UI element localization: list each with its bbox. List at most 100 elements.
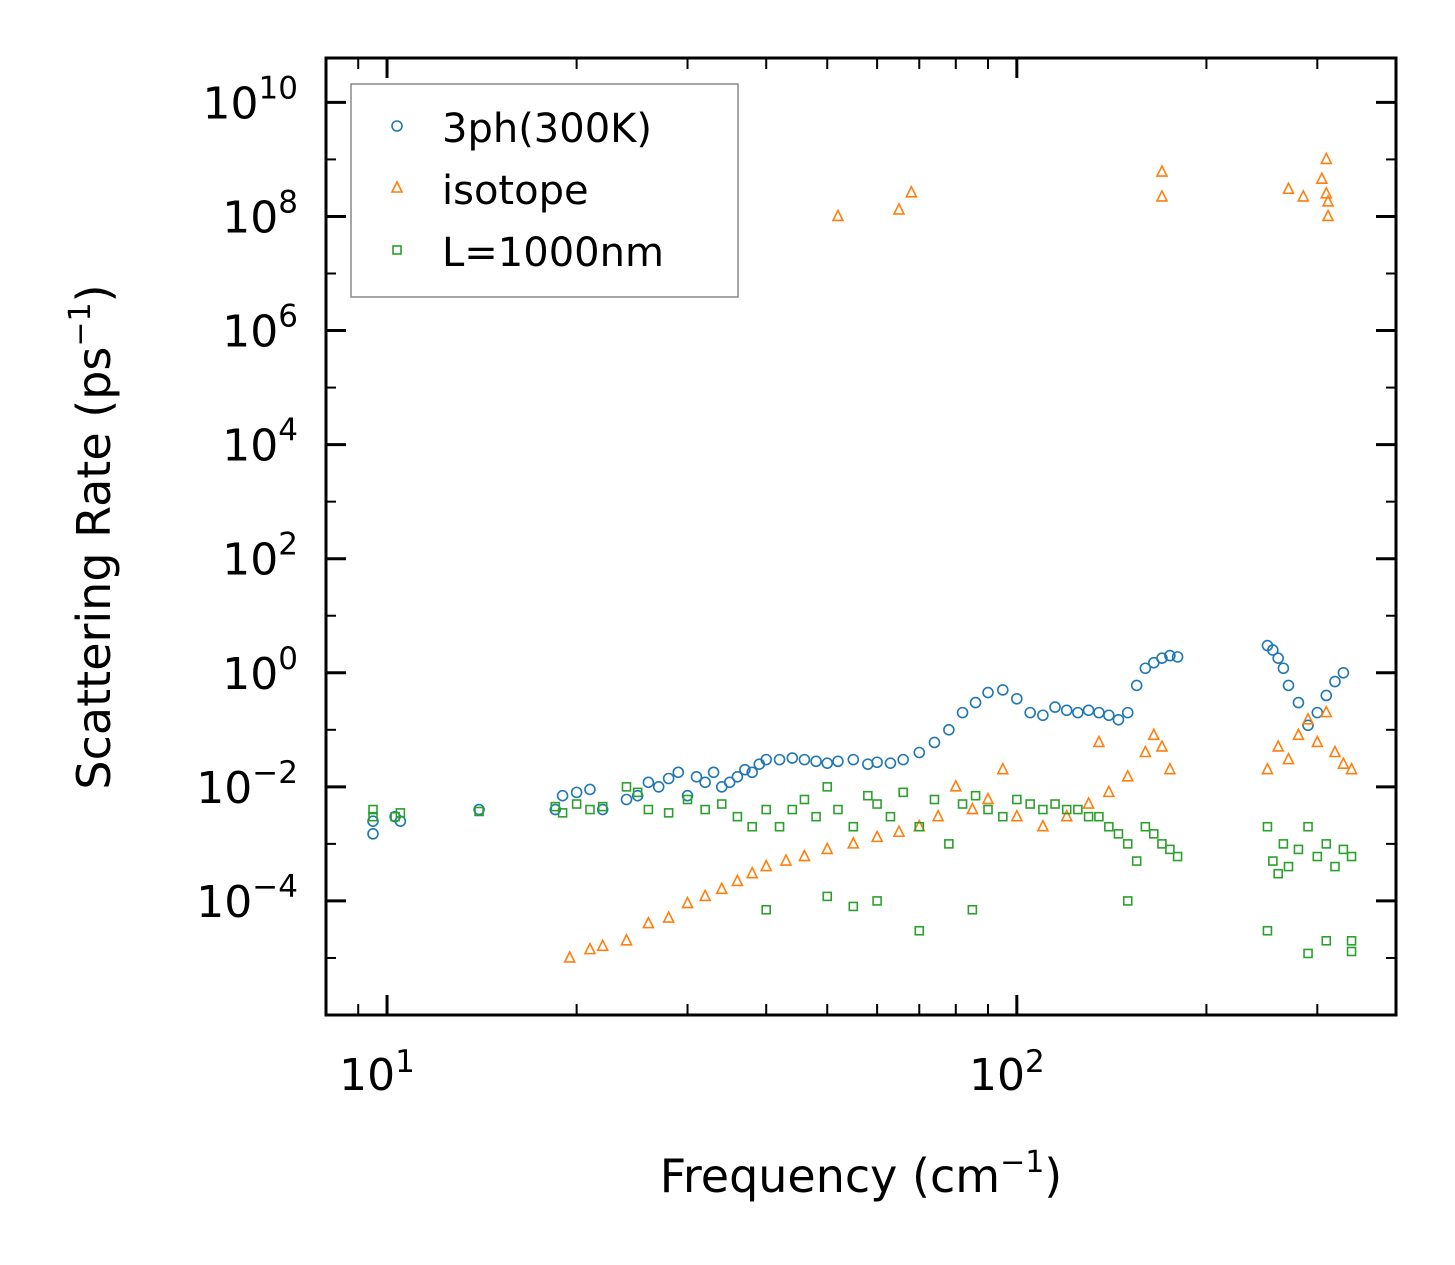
markers-layer	[367, 151, 1358, 963]
data-point	[1330, 861, 1340, 872]
data-point	[943, 724, 955, 736]
data-point	[1268, 856, 1278, 866]
legend-marker	[392, 245, 402, 255]
x-tick-label-exp: 1	[395, 1044, 415, 1080]
y-tick-label-exp: 4	[278, 413, 298, 449]
data-point	[1337, 666, 1350, 679]
y-tick-label-base: 10	[196, 877, 252, 928]
y-tick-label-exp: −4	[252, 869, 298, 905]
data-point	[786, 752, 799, 764]
legend-label: 3ph(300K)	[442, 106, 652, 152]
data-point	[1121, 706, 1134, 719]
data-point	[681, 789, 694, 802]
data-point	[761, 904, 772, 915]
data-point	[892, 824, 906, 838]
data-point	[996, 684, 1009, 696]
x-axis-label-close: )	[1044, 1149, 1062, 1203]
data-point	[863, 790, 873, 801]
y-tick-label-base: 10	[222, 307, 278, 358]
data-point	[1283, 861, 1294, 872]
data-point	[596, 938, 609, 952]
data-point	[1094, 811, 1104, 822]
data-point	[556, 789, 569, 802]
data-point	[1024, 706, 1036, 719]
series-0	[367, 639, 1350, 840]
data-point	[745, 865, 759, 879]
data-point	[1292, 696, 1305, 709]
data-point	[779, 853, 793, 866]
data-point	[898, 787, 908, 798]
y-axis-label-sup: −1	[63, 302, 98, 346]
data-point	[1073, 804, 1083, 815]
data-point	[1337, 756, 1350, 769]
data-point	[1319, 151, 1333, 165]
data-point	[563, 950, 576, 963]
data-point	[1011, 692, 1023, 705]
data-point	[949, 779, 963, 792]
data-point	[982, 686, 994, 699]
data-point	[1038, 804, 1048, 815]
data-point	[672, 766, 685, 779]
data-point	[1121, 769, 1135, 782]
data-point	[1321, 208, 1335, 222]
data-point	[682, 794, 693, 805]
data-point	[585, 804, 595, 815]
data-point	[643, 804, 654, 815]
data-point	[997, 811, 1008, 822]
data-point	[620, 933, 633, 946]
data-point	[1296, 189, 1310, 202]
data-point	[1262, 821, 1273, 832]
data-point	[848, 901, 859, 912]
data-point	[1282, 751, 1295, 765]
data-point	[970, 790, 981, 801]
data-point	[1321, 839, 1332, 849]
data-point	[831, 208, 845, 222]
y-axis-label-close: )	[67, 284, 121, 302]
data-point	[632, 787, 643, 798]
data-point	[1131, 856, 1142, 866]
data-point	[699, 776, 711, 789]
y-tick-label-base: 10	[203, 78, 259, 129]
data-point	[871, 756, 883, 769]
y-tick-label-exp: −2	[252, 755, 298, 791]
data-point	[931, 808, 945, 822]
data-point	[1329, 675, 1341, 688]
y-tick-label-exp: 6	[278, 299, 298, 335]
data-point	[1112, 713, 1125, 726]
data-point	[1103, 709, 1115, 722]
data-point	[1093, 706, 1105, 719]
data-point	[557, 808, 568, 818]
legend-label: isotope	[442, 168, 589, 214]
data-point	[862, 758, 874, 770]
data-point	[1301, 711, 1315, 725]
data-point	[798, 848, 811, 862]
data-point	[367, 828, 379, 840]
data-point	[956, 706, 969, 719]
data-point	[848, 821, 859, 832]
data-point	[914, 821, 925, 832]
data-point	[1082, 704, 1095, 717]
data-point	[1338, 844, 1349, 855]
data-point	[723, 776, 736, 789]
data-point	[652, 781, 665, 793]
data-point	[1165, 844, 1175, 855]
data-point	[1130, 679, 1143, 692]
data-point	[570, 786, 583, 799]
data-point	[596, 803, 609, 816]
x-tick-label: 102	[969, 1044, 1045, 1101]
data-point	[1345, 761, 1358, 775]
plot-frame	[324, 56, 1398, 1017]
data-point	[1092, 734, 1106, 748]
data-point	[663, 808, 674, 818]
y-tick-label-exp: 8	[278, 184, 298, 220]
data-point	[550, 801, 561, 812]
data-point	[847, 753, 860, 766]
series-2	[368, 782, 1357, 959]
data-point	[1328, 744, 1342, 758]
data-point	[1303, 821, 1313, 832]
data-point	[731, 873, 744, 887]
data-point	[760, 753, 773, 766]
data-point	[996, 761, 1010, 775]
y-tick-label-exp: 0	[278, 641, 298, 677]
data-point	[368, 804, 378, 815]
